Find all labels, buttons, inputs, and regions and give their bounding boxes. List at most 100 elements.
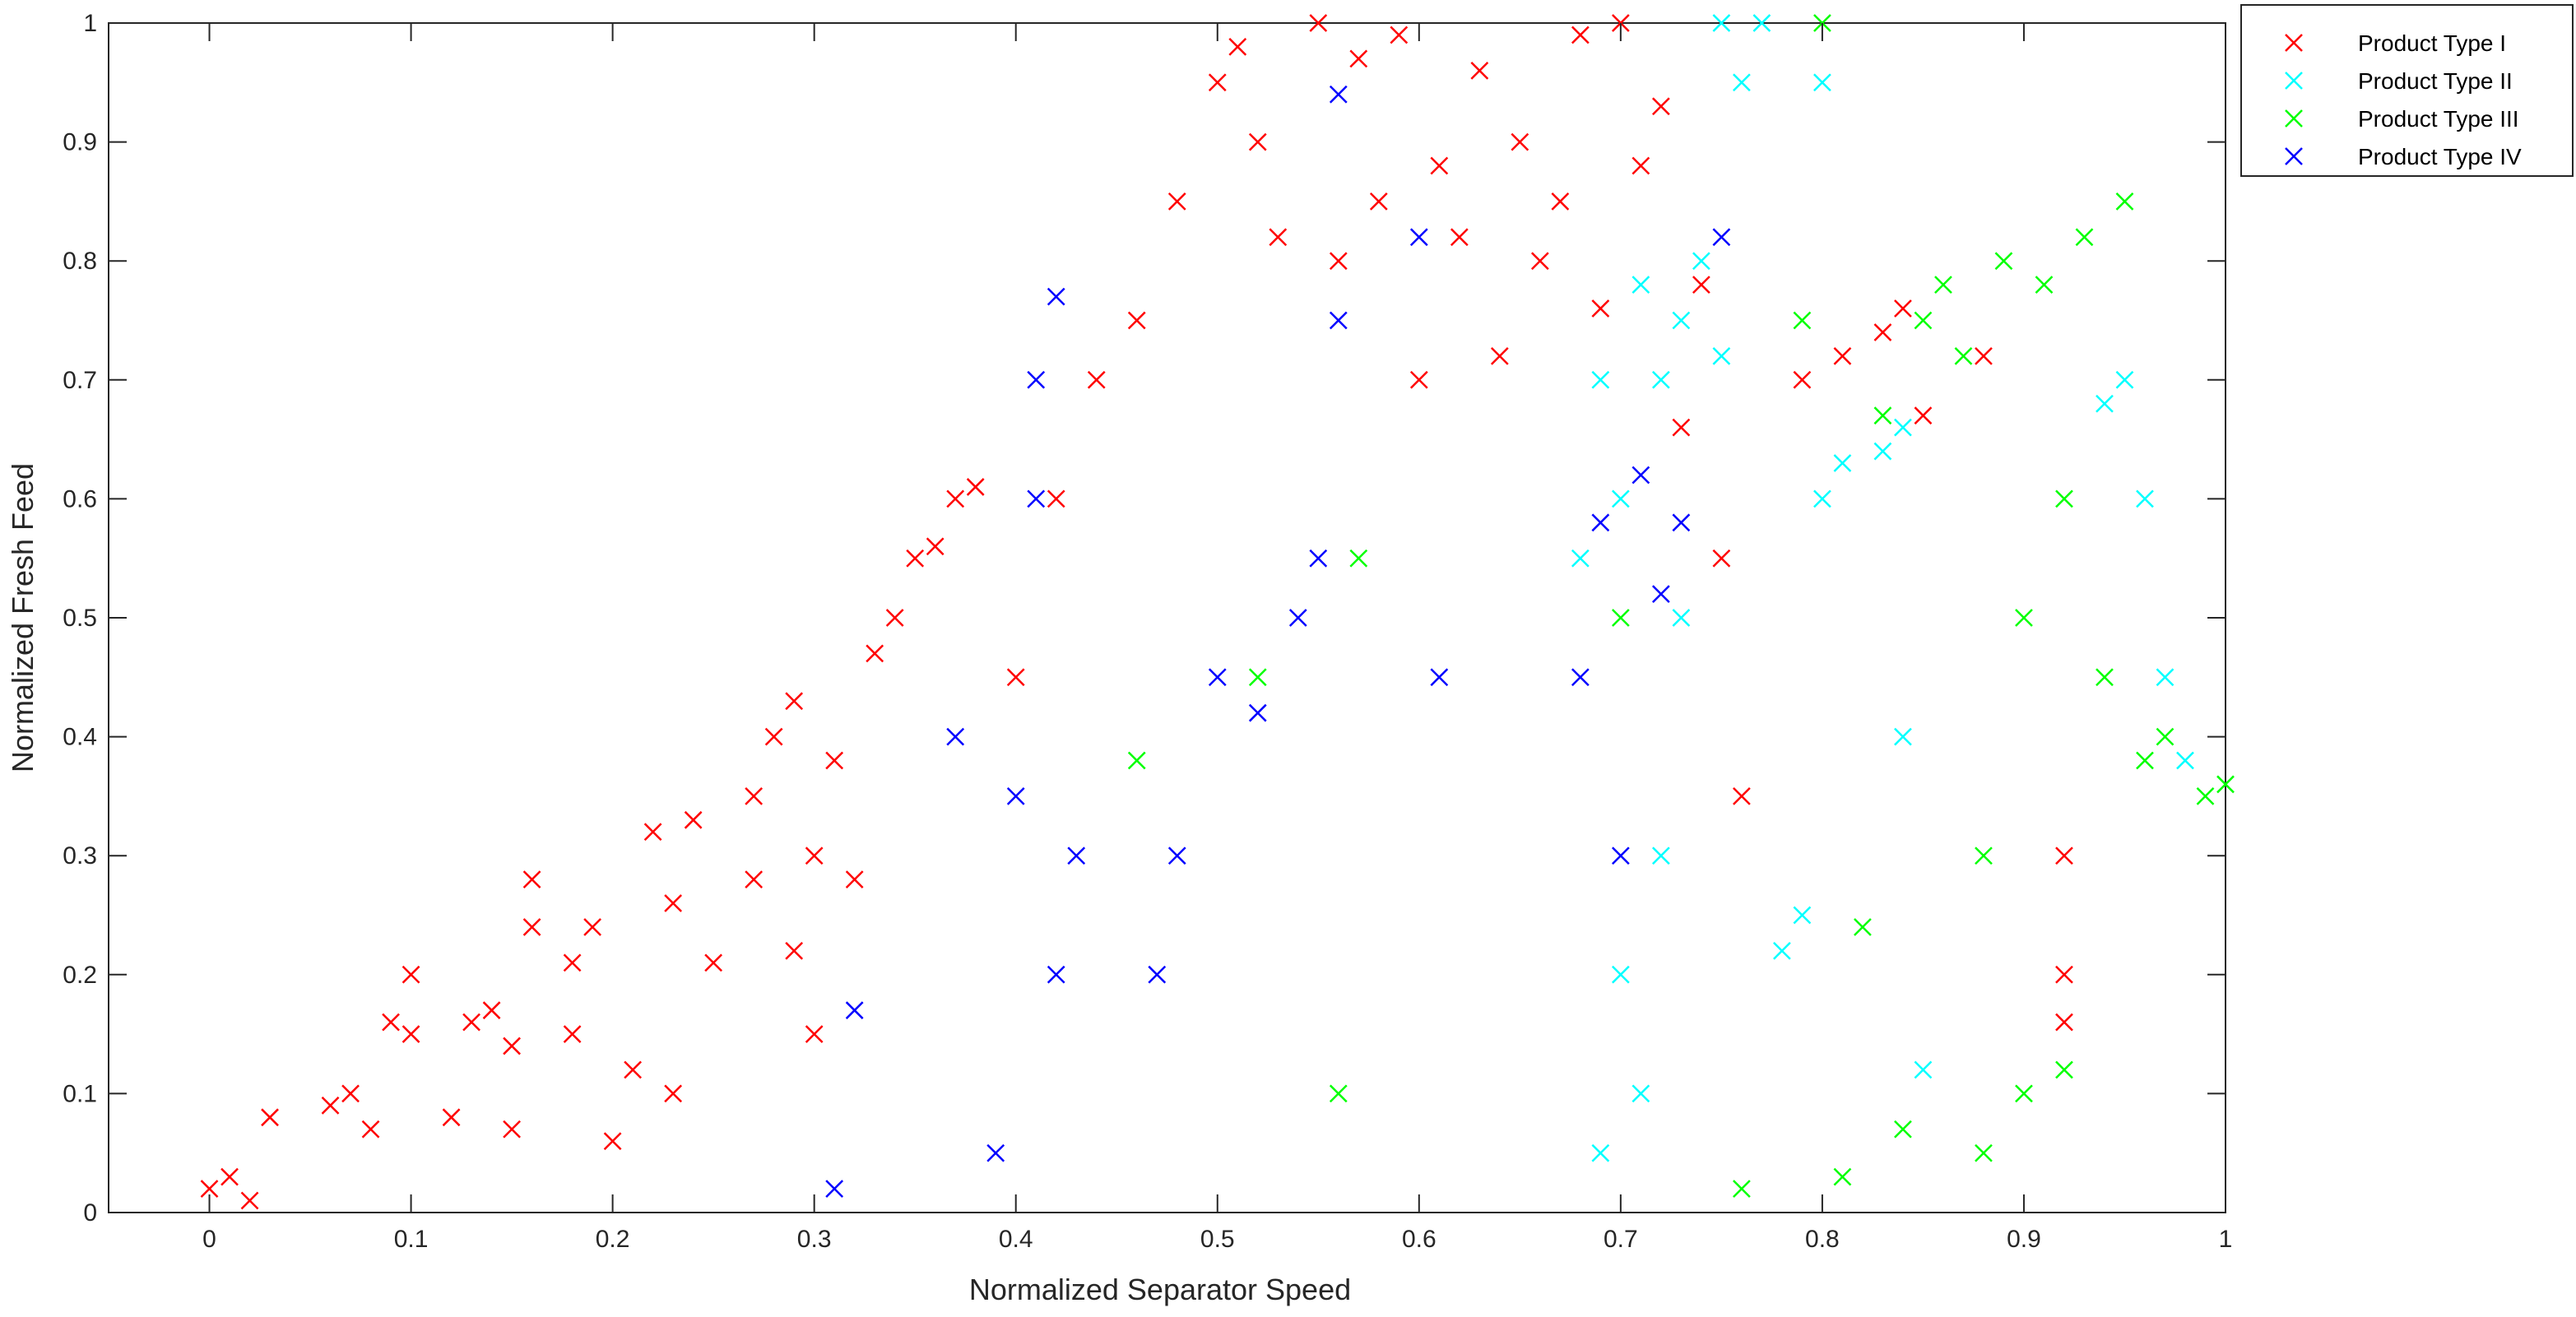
x-tick-label: 0.3 [797,1226,832,1253]
data-point [1329,1084,1348,1103]
legend: Product Type I Product Type II Product Typ… [2240,4,2574,177]
data-point [583,918,601,936]
data-point [966,478,985,496]
data-point [1571,26,1590,44]
data-point [2196,787,2215,805]
data-point [1894,1120,1912,1138]
y-tick-label: 0.5 [63,605,97,632]
data-point [1975,346,1993,365]
x-tick-label: 1 [2219,1226,2233,1253]
data-point [1873,323,1892,341]
data-point [1127,311,1146,330]
data-point [220,1167,239,1186]
data-point [926,537,945,556]
data-point [785,692,804,711]
data-point [1733,73,1751,92]
data-point [643,823,662,842]
data-point [1309,549,1328,568]
x-tick-label: 0.2 [596,1226,630,1253]
data-point [1027,370,1046,389]
data-point [1591,370,1610,389]
data-point [1329,85,1348,104]
data-point [1712,228,1731,247]
data-point [1248,132,1267,151]
data-point [2136,489,2154,508]
data-point [2156,668,2175,687]
data-point [462,1013,480,1032]
data-point [2216,775,2235,794]
data-point [1813,73,1831,92]
data-point [2015,1084,2033,1103]
data-point [805,1025,824,1043]
data-point [2136,751,2154,770]
data-point [1954,346,1973,365]
data-point [1047,965,1065,984]
data-point [1167,192,1186,211]
data-point [1672,311,1691,330]
data-series-layer [200,14,2235,1210]
data-point [1934,276,1952,294]
data-point [1651,370,1670,389]
data-point [1793,311,1812,330]
y-tick-label: 1 [83,10,97,37]
data-point [1047,287,1065,306]
data-point [1127,751,1146,770]
data-point [1349,49,1368,68]
data-point [764,727,783,746]
data-point [1611,846,1630,865]
series-1 [200,14,2073,1210]
data-point [664,894,683,912]
data-point [522,870,541,889]
data-point [1551,192,1570,211]
data-point [1914,1060,1933,1079]
data-point [785,941,804,960]
data-point [1390,26,1409,44]
data-point [1914,311,1933,330]
y-tick-label: 0.4 [63,724,97,751]
data-point [361,1120,380,1138]
data-point [1793,906,1812,925]
data-point [2015,609,2033,627]
legend-items: Product Type I Product Type II Product Typ… [2285,30,2522,169]
data-point [1854,918,1872,936]
data-point [704,953,723,972]
y-tick-label: 0.1 [63,1080,97,1107]
data-point [1208,73,1227,92]
data-point [503,1036,521,1055]
x-tick-label: 0.7 [1604,1226,1638,1253]
data-point [1631,156,1650,175]
data-point [2115,370,2134,389]
y-axis-ticks: 0 0.1 0.2 0.3 0.4 0.5 0.6 0.7 0.8 0.9 1 [63,10,2226,1227]
legend-box [2240,4,2574,177]
data-point [2096,668,2114,687]
data-point [563,1025,582,1043]
data-point [1733,787,1751,805]
data-point [1409,228,1428,247]
data-point [1712,549,1731,568]
data-point [341,1084,360,1103]
data-point [1894,299,1912,318]
data-point [1571,668,1590,687]
y-axis-label: Normalized Fresh Feed [6,463,39,772]
data-point [1672,513,1691,532]
data-point [401,1025,420,1043]
data-point [1027,489,1046,508]
data-point [1591,513,1610,532]
data-point [1793,370,1812,389]
x-tick-label: 0.5 [1200,1226,1235,1253]
data-point [321,1096,340,1115]
series-4 [825,85,1731,1198]
x-tick-label: 0.6 [1402,1226,1437,1253]
data-point [2075,228,2094,247]
data-point [382,1013,400,1032]
data-point [603,1132,622,1151]
data-point [946,727,965,746]
data-point [2055,846,2073,865]
data-point [1006,787,1025,805]
x-tick-label: 0 [202,1226,216,1253]
data-point [2055,1013,2073,1032]
data-point [1269,228,1288,247]
x-axis-label: Normalized Separator Speed [969,1273,1351,1306]
data-point [1148,965,1167,984]
